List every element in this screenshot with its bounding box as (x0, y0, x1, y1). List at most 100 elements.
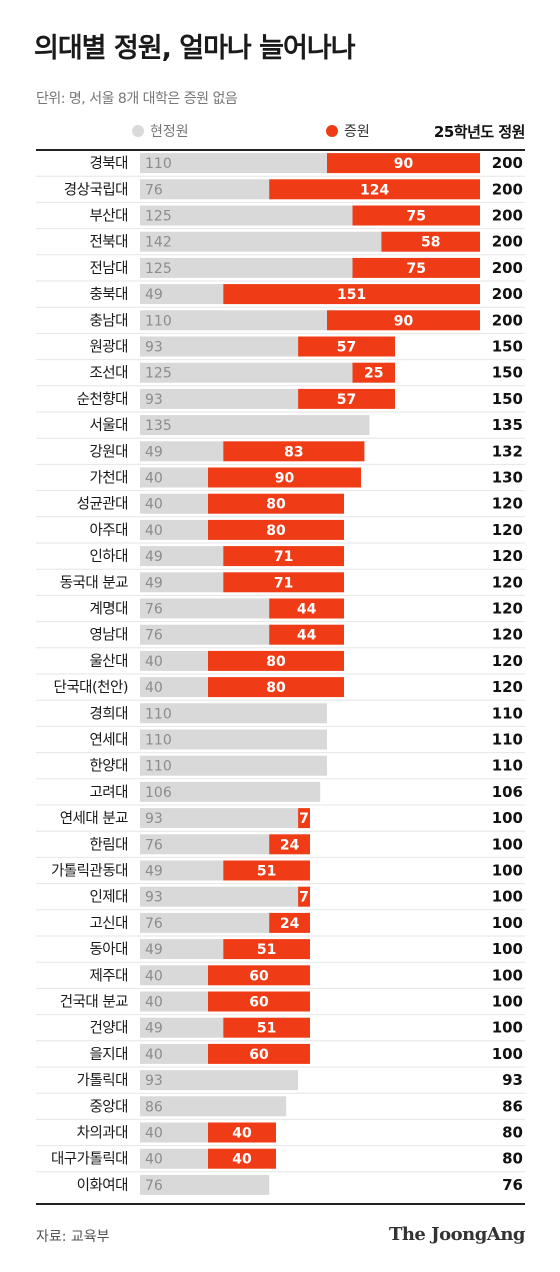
total-value-label: 200 (492, 285, 523, 303)
current-value-label: 110 (145, 759, 172, 775)
legend-total-label: 25학년도 정원 (433, 122, 526, 141)
increase-bar (223, 284, 481, 305)
current-bar (140, 231, 382, 252)
increase-value-label: 40 (232, 1152, 252, 1168)
increase-value-label: 51 (257, 1021, 276, 1037)
increase-value-label: 80 (266, 654, 286, 670)
current-bar (140, 179, 270, 200)
increase-value-label: 25 (364, 366, 383, 382)
increase-value-label: 57 (337, 392, 356, 408)
current-bar (140, 415, 370, 436)
current-bar (140, 729, 327, 750)
legend-current: 현정원 (132, 120, 189, 142)
current-value-label: 49 (145, 549, 163, 565)
current-value-label: 110 (145, 156, 172, 172)
increase-bar (352, 257, 480, 278)
total-value-label: 200 (492, 207, 523, 225)
current-value-label: 49 (145, 444, 163, 460)
category-label: 아주대 (89, 522, 128, 539)
total-value-label: 100 (492, 862, 523, 880)
increase-bar (208, 650, 344, 671)
current-value-label: 93 (145, 340, 163, 356)
total-value-label: 93 (502, 1071, 523, 1089)
current-value-label: 86 (145, 1099, 163, 1115)
current-bar (140, 1096, 287, 1117)
current-value-label: 135 (145, 418, 172, 434)
increase-value-label: 7 (299, 890, 309, 906)
increase-value-label: 51 (257, 942, 276, 958)
current-bar (140, 153, 327, 174)
current-bar (140, 650, 208, 671)
category-label: 대구가톨릭대 (51, 1151, 128, 1168)
increase-bar (223, 441, 365, 462)
increase-bar (223, 1017, 310, 1038)
current-value-label: 76 (145, 1178, 163, 1194)
category-label: 계명대 (89, 601, 128, 618)
category-label: 경상국립대 (64, 181, 128, 198)
increase-bar (208, 1148, 276, 1169)
category-label: 이화여대 (77, 1177, 128, 1194)
increase-bar (269, 834, 310, 855)
legend-increase-label: 증원 (344, 124, 370, 140)
increase-value-label: 90 (275, 471, 295, 487)
total-value-label: 110 (492, 731, 523, 749)
current-value-label: 40 (145, 523, 163, 539)
current-value-label: 76 (145, 916, 163, 932)
increase-value-label: 60 (249, 995, 269, 1011)
increase-value-label: 80 (266, 523, 286, 539)
total-value-label: 80 (502, 1124, 523, 1142)
category-label: 동국대 분교 (60, 574, 128, 591)
current-bar (140, 886, 299, 907)
total-value-label: 110 (492, 704, 523, 722)
current-bar (140, 703, 327, 724)
increase-value-label: 80 (266, 680, 286, 696)
category-label: 가톨릭관동대 (51, 863, 128, 880)
total-value-label: 100 (492, 888, 523, 906)
total-value-label: 120 (492, 521, 523, 539)
current-value-label: 40 (145, 1047, 163, 1063)
current-value-label: 93 (145, 1073, 163, 1089)
category-label: 건국대 분교 (60, 994, 128, 1011)
increase-bar (208, 965, 310, 986)
brand-logo: The JoongAng (388, 1224, 526, 1245)
category-label: 울산대 (89, 653, 128, 670)
current-value-label: 125 (145, 261, 172, 277)
total-value-label: 100 (492, 1045, 523, 1063)
increase-value-label: 60 (249, 968, 269, 984)
category-label: 차의과대 (77, 1125, 128, 1142)
category-label: 순천향대 (77, 391, 128, 408)
increase-value-label: 80 (266, 497, 286, 513)
total-value-label: 120 (492, 600, 523, 618)
total-value-label: 200 (492, 180, 523, 198)
current-bar (140, 860, 224, 881)
current-value-label: 49 (145, 1021, 163, 1037)
current-bar (140, 1017, 224, 1038)
increase-value-label: 44 (297, 602, 317, 618)
category-label: 연세대 (89, 732, 128, 749)
total-value-label: 150 (492, 390, 523, 408)
total-value-label: 200 (492, 233, 523, 251)
increase-bar (352, 205, 480, 226)
increase-bar (208, 1122, 276, 1143)
total-value-label: 100 (492, 835, 523, 853)
category-label: 성균관대 (77, 496, 128, 513)
category-label: 영남대 (89, 627, 128, 644)
increase-bar (223, 860, 310, 881)
current-value-label: 40 (145, 654, 163, 670)
increase-bar (223, 572, 344, 593)
increase-value-label: 24 (280, 916, 300, 932)
category-label: 충북대 (89, 286, 128, 303)
current-value-label: 93 (145, 392, 163, 408)
increase-value-label: 71 (274, 549, 293, 565)
current-bar (140, 624, 270, 645)
increase-bar (269, 624, 344, 645)
increase-value-label: 83 (284, 444, 303, 460)
current-value-label: 110 (145, 313, 172, 329)
current-value-label: 110 (145, 706, 172, 722)
current-bar (140, 467, 208, 488)
increase-value-label: 24 (280, 837, 300, 853)
current-value-label: 125 (145, 366, 172, 382)
increase-bar (352, 362, 395, 383)
total-value-label: 200 (492, 154, 523, 172)
current-bar (140, 572, 224, 593)
